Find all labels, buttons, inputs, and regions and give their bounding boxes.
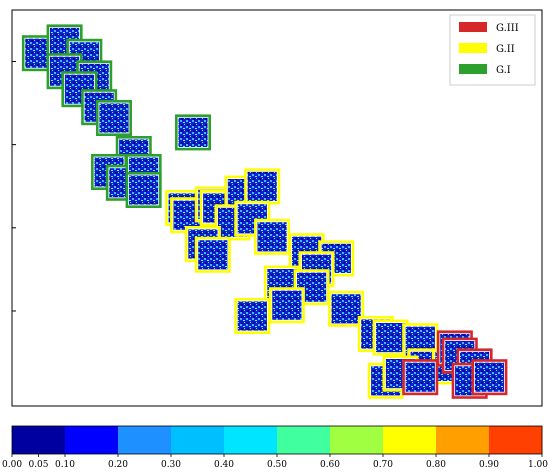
legend-swatch <box>459 64 487 74</box>
legend-swatch <box>459 22 487 32</box>
legend: G.III G.II G.I <box>449 14 536 86</box>
scatter-point <box>234 298 271 334</box>
scatter-point <box>95 100 132 136</box>
colorbar-tick-label: 0.60 <box>320 460 340 470</box>
scatter-point <box>175 114 212 151</box>
y-axis-ticks <box>12 60 16 312</box>
scatter-point <box>471 359 508 396</box>
legend-label: G.II <box>496 44 515 55</box>
scatter-points <box>21 24 508 399</box>
colorbar-tick-label: 0.30 <box>161 460 181 470</box>
scatter-point <box>402 359 439 396</box>
colorbar-segment <box>224 426 278 454</box>
legend-label: G.III <box>496 23 519 34</box>
colorbar-tick-label: 0.80 <box>426 460 446 470</box>
colorbar-segment <box>330 426 384 454</box>
colorbar-segment <box>118 426 172 454</box>
colorbar-segment <box>65 426 119 454</box>
colorbar-tick-label: 0.05 <box>28 460 48 470</box>
legend-label: G.I <box>496 65 511 76</box>
scatter-point <box>268 287 305 324</box>
colorbar-segment <box>436 426 490 454</box>
colorbar-tick-label: 0.70 <box>373 460 393 470</box>
colorbar-tick-label: 1.00 <box>528 460 548 470</box>
colorbar: 0.00 0.05 0.10 0.20 0.30 0.40 0.50 0.60 0.70 0.80… <box>2 425 548 470</box>
colorbar-segment <box>489 426 543 454</box>
scatter-point <box>244 168 281 205</box>
colorbar-segment <box>277 426 331 454</box>
colorbar-tick-label: 0.50 <box>267 460 287 470</box>
scatter-point <box>125 172 162 208</box>
legend-swatch <box>459 43 487 53</box>
colorbar-segment <box>12 426 66 454</box>
colorbar-segment <box>383 426 437 454</box>
colorbar-tick-label: 0.10 <box>55 460 75 470</box>
colorbar-tick-label: 0.20 <box>108 460 128 470</box>
scatter-point <box>194 236 231 273</box>
colorbar-tick-label: 0.90 <box>479 460 499 470</box>
scatter-point <box>254 218 291 255</box>
colorbar-tick-label: 0.00 <box>2 460 22 470</box>
colorbar-segment <box>171 426 225 454</box>
colorbar-tick-label: 0.40 <box>214 460 234 470</box>
